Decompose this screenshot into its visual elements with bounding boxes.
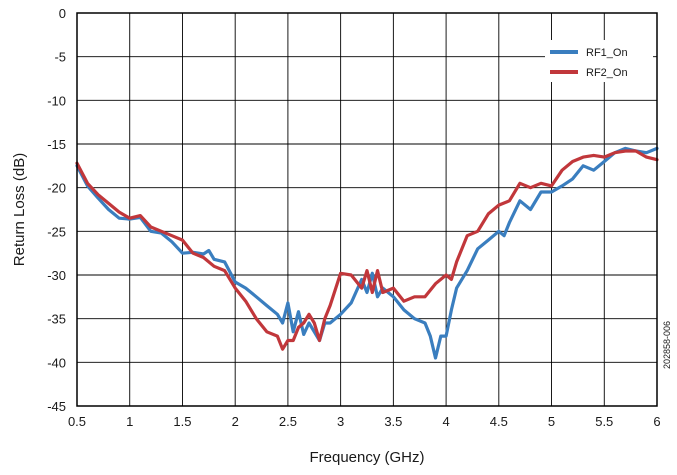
legend-label: RF1_On: [586, 47, 628, 59]
x-tick-label: 4: [442, 414, 449, 429]
y-tick-label: -5: [54, 50, 66, 65]
x-tick-label: 5: [548, 414, 555, 429]
y-tick-label: -30: [47, 268, 66, 283]
y-tick-label: -15: [47, 137, 66, 152]
x-tick-labels: 0.5 1 1.5 2 2.5 3 3.5 4 4.5 5 5.5 6: [68, 414, 661, 429]
x-tick-label: 2.5: [279, 414, 297, 429]
x-tick-label: 4.5: [490, 414, 508, 429]
y-tick-label: -45: [47, 399, 66, 414]
x-tick-label: 0.5: [68, 414, 86, 429]
x-tick-label: 6: [653, 414, 660, 429]
figure-id-label: 202858-006: [662, 321, 672, 369]
y-tick-label: -20: [47, 181, 66, 196]
x-tick-label: 5.5: [595, 414, 613, 429]
series-line-rf2-on: [75, 149, 659, 351]
legend: RF1_On RF2_On: [545, 40, 653, 82]
x-tick-label: 1.5: [173, 414, 191, 429]
y-tick-label: -35: [47, 312, 66, 327]
series-line-rf1-on: [75, 146, 659, 360]
x-axis-title: Frequency (GHz): [309, 449, 424, 466]
y-tick-label: -10: [47, 93, 66, 108]
x-tick-label: 1: [126, 414, 133, 429]
legend-label: RF2_On: [586, 67, 628, 79]
legend-box: [545, 40, 653, 82]
y-tick-labels: 0 -5 -10 -15 -20 -25 -30 -35 -40 -45: [47, 6, 66, 414]
y-tick-label: 0: [59, 6, 66, 21]
y-axis-title: Return Loss (dB): [11, 153, 28, 266]
y-tick-label: -40: [47, 355, 66, 370]
plot-frame: [76, 12, 658, 407]
series-layer: [75, 146, 659, 360]
x-tick-label: 3.5: [384, 414, 402, 429]
y-tick-label: -25: [47, 224, 66, 239]
x-tick-label: 3: [337, 414, 344, 429]
x-tick-label: 2: [232, 414, 239, 429]
